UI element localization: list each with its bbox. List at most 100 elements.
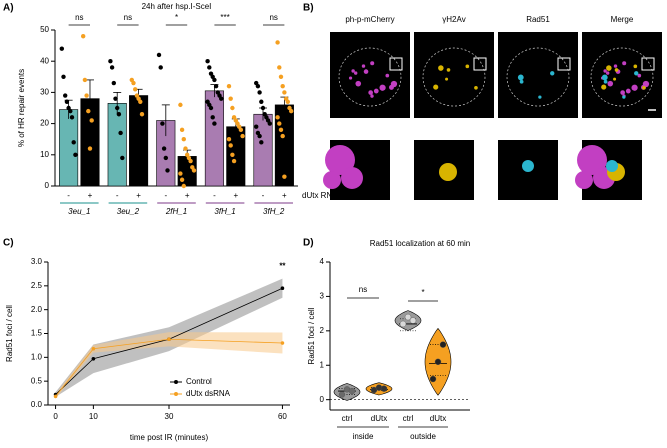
legend-marker [174, 380, 178, 384]
category-label: 3fH_2 [263, 207, 285, 216]
focus [368, 90, 373, 95]
focus [363, 69, 369, 74]
data-point [71, 140, 76, 145]
data-point [178, 102, 183, 108]
data-point [226, 137, 232, 142]
data-point [131, 80, 136, 86]
data-point [158, 65, 163, 70]
data-point [288, 108, 294, 114]
x-tick-label: + [136, 191, 141, 200]
data-point [89, 118, 94, 123]
data-point [61, 74, 66, 80]
y-tick-label: 1.0 [31, 352, 43, 361]
data-point [259, 99, 264, 104]
x-tick-label: ctrl [342, 414, 353, 423]
data-point [259, 140, 264, 145]
y-tick-label: 0.5 [31, 376, 43, 385]
group-label: inside [353, 432, 374, 441]
data-point [228, 96, 233, 101]
micrograph [498, 32, 578, 118]
x-tick-label: - [164, 191, 167, 200]
legend-label: dUtx dsRNA [186, 389, 231, 398]
data-point [179, 127, 185, 133]
channel-label: γH2Av [442, 15, 465, 24]
focus [603, 79, 608, 84]
data-point [120, 155, 125, 161]
y-axis-label: % of HR repair events [17, 69, 26, 147]
category-label: 3eu_2 [117, 207, 140, 216]
focus [519, 79, 524, 84]
y-axis-label: Rad51 foci / cell [5, 305, 14, 362]
focus [433, 84, 439, 90]
bar [59, 109, 79, 187]
data-point [69, 115, 75, 120]
nucleus-outline [506, 47, 570, 107]
focus [465, 64, 470, 69]
y-tick-label: 3.0 [31, 257, 43, 266]
data-point [64, 99, 70, 104]
y-tick-label: 50 [40, 25, 49, 34]
focus [379, 84, 386, 91]
panel-label: A) [3, 3, 14, 14]
data-point [132, 87, 138, 92]
focus [354, 71, 358, 75]
data-point [181, 183, 186, 189]
focus [642, 85, 646, 90]
data-point [163, 155, 169, 161]
focus [438, 65, 444, 71]
data-point [213, 83, 219, 89]
marker [280, 286, 285, 291]
focus [445, 77, 449, 81]
focus [622, 61, 627, 66]
annotation: ** [279, 261, 286, 270]
chart-title: 24h after hsp.I-SceI [142, 2, 212, 11]
focus [385, 73, 390, 78]
data-point [188, 158, 193, 164]
legend-label: dUtx RNAi [302, 191, 340, 200]
focus [613, 64, 618, 68]
data-point [230, 152, 235, 157]
data-point [282, 174, 287, 179]
data-point [212, 121, 217, 126]
nucleus-outline [338, 47, 402, 107]
focus [637, 73, 642, 78]
x-tick-label: 30 [165, 412, 174, 421]
data-point [68, 108, 73, 114]
focus [603, 69, 607, 73]
data-point [118, 130, 123, 136]
data-point [348, 387, 356, 395]
focus [517, 74, 524, 81]
data-point [280, 133, 285, 139]
zoom-focus [606, 160, 618, 172]
data-point [205, 59, 210, 64]
data-point [278, 127, 284, 133]
focus [601, 74, 608, 81]
data-point [63, 93, 68, 98]
line [55, 287, 283, 395]
focus [390, 80, 398, 88]
zoom-box [473, 57, 487, 71]
zoom-focus [341, 167, 363, 189]
data-point [207, 65, 212, 70]
marker [91, 356, 96, 361]
significance-label: * [421, 288, 424, 297]
y-tick-label: 10 [40, 150, 49, 159]
data-point [109, 65, 115, 70]
x-tick-label: 0 [53, 412, 58, 421]
data-point [338, 391, 346, 398]
data-point [183, 146, 188, 151]
x-tick-label: dUtx [430, 414, 446, 423]
focus [348, 76, 353, 80]
data-point [87, 146, 93, 151]
focus [606, 71, 610, 75]
x-tick-label: + [185, 191, 190, 200]
channel-label: Merge [611, 15, 634, 24]
x-tick-label: - [67, 191, 70, 200]
focus [625, 88, 631, 94]
data-point [219, 96, 224, 101]
data-point [139, 112, 145, 117]
focus [361, 64, 366, 68]
y-tick-label: 40 [40, 56, 49, 65]
data-point [254, 124, 259, 129]
